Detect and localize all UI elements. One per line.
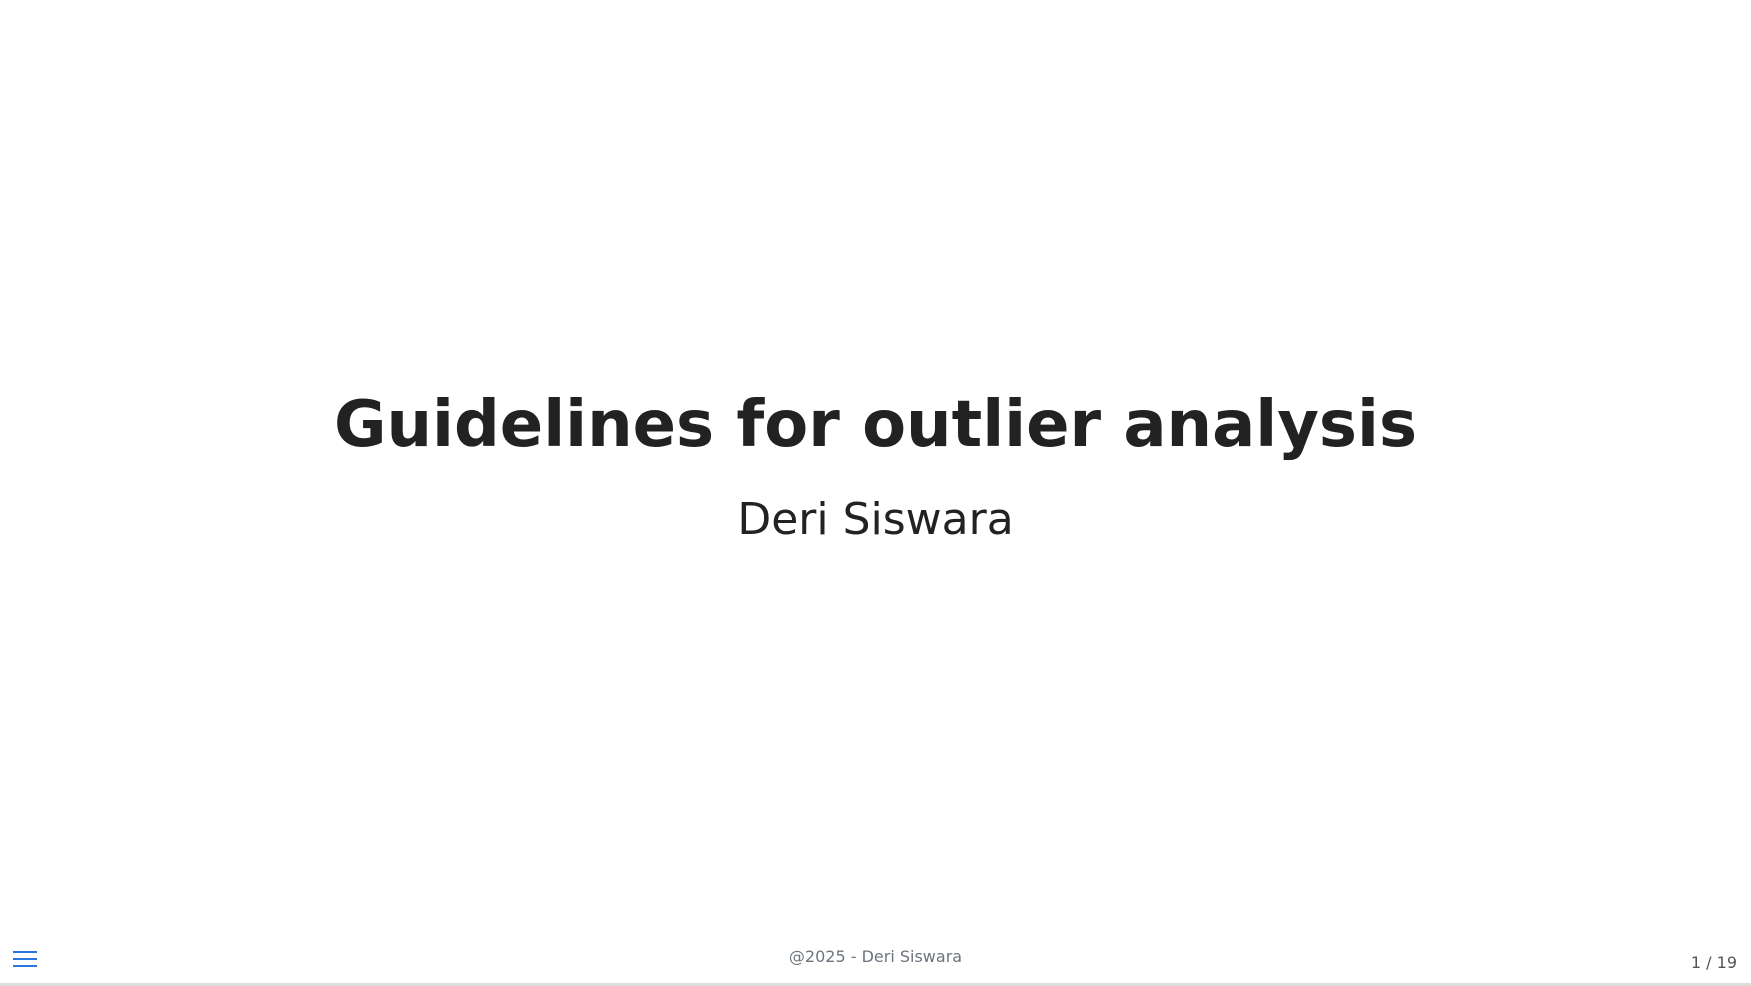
slide-title: Guidelines for outlier analysis bbox=[333, 388, 1418, 462]
menu-button[interactable] bbox=[10, 944, 40, 974]
slide-author: Deri Siswara bbox=[737, 494, 1014, 545]
progress-bar bbox=[0, 983, 1751, 986]
slide-footer: @2025 - Deri Siswara bbox=[788, 947, 963, 966]
hamburger-menu-icon bbox=[13, 951, 37, 967]
slide-number: 1 / 19 bbox=[1690, 953, 1737, 972]
